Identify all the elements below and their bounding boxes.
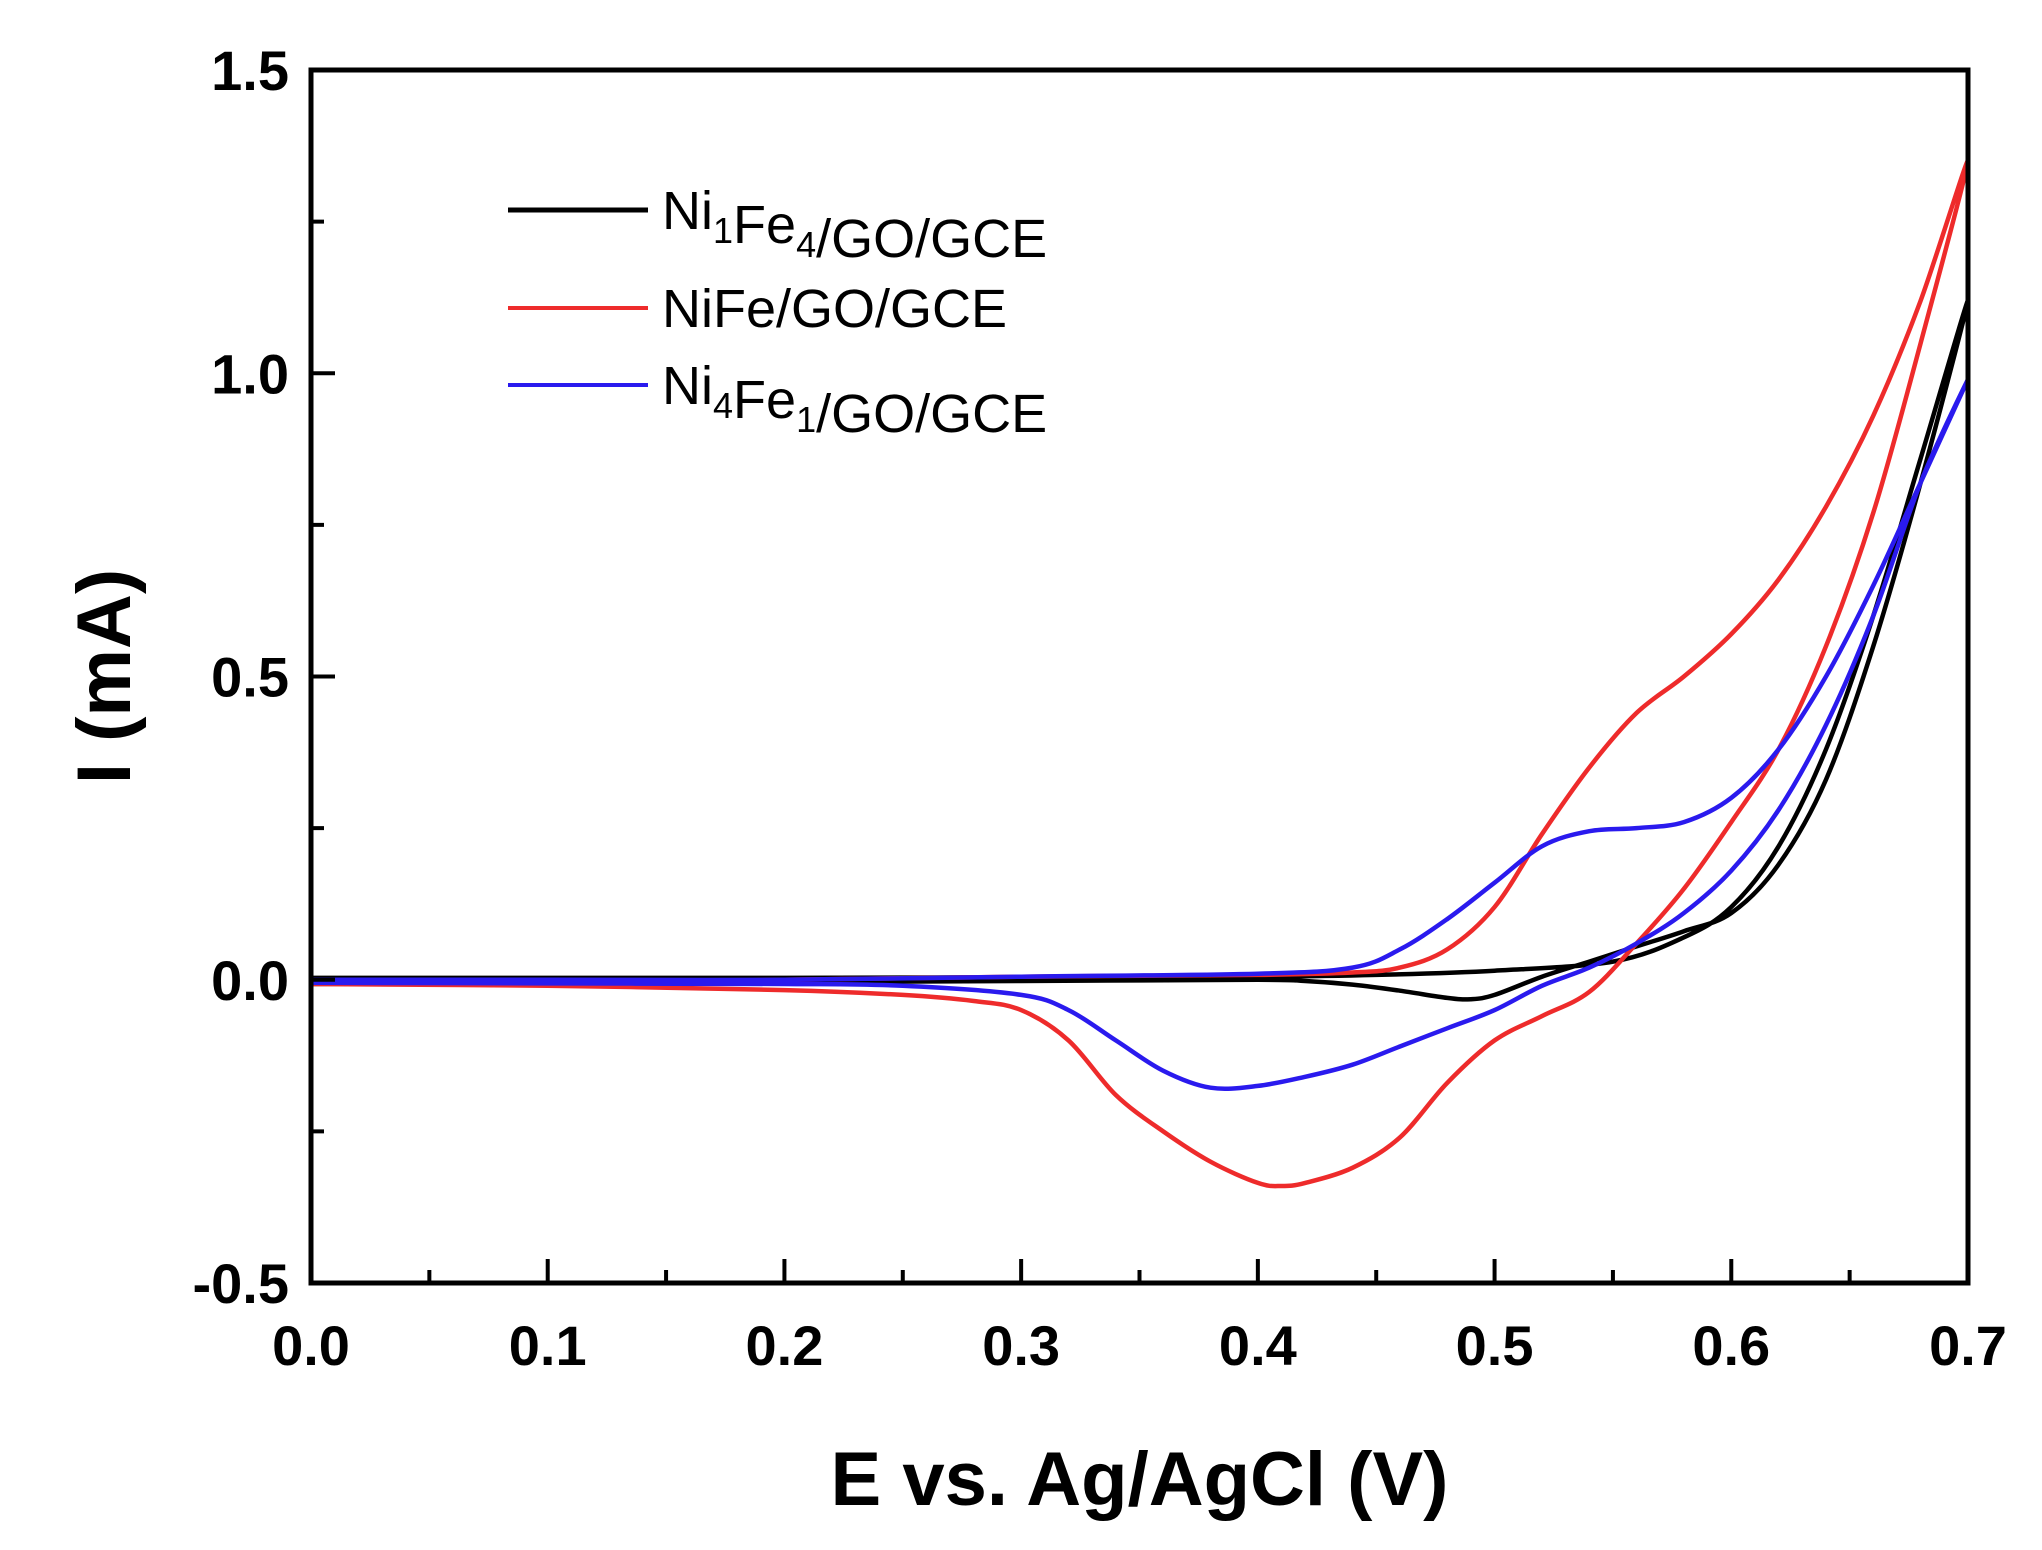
y-tick-label: 1.5 <box>211 39 289 102</box>
legend-label-ni1fe4: Ni1Fe4/GO/GCE <box>662 181 1047 269</box>
x-tick-label: 0.5 <box>1456 1314 1534 1377</box>
x-axis-ticks: 0.0 0.1 0.2 0.3 0.4 0.5 0.6 0.7 <box>272 1259 2007 1377</box>
x-tick-label: 0.0 <box>272 1314 350 1377</box>
x-tick-label: 0.2 <box>745 1314 823 1377</box>
series-line-nife <box>308 158 1971 1189</box>
x-tick-label: 0.4 <box>1219 1314 1297 1377</box>
y-axis-title: I (mA) <box>62 569 147 784</box>
x-tick-label: 0.3 <box>982 1314 1060 1377</box>
x-axis-title: E vs. Ag/AgCl (V) <box>831 1437 1449 1522</box>
legend: Ni1Fe4/GO/GCE NiFe/GO/GCE Ni4Fe1/GO/GCE <box>508 181 1047 444</box>
y-tick-label: 0.5 <box>211 646 289 709</box>
y-axis-ticks: -0.5 0.0 0.5 1.0 1.5 <box>193 39 335 1315</box>
series-layer <box>308 158 1971 1189</box>
series-line-ni1fe4 <box>308 298 1971 1002</box>
x-tick-label: 0.7 <box>1929 1314 2007 1377</box>
x-tick-label: 0.1 <box>509 1314 587 1377</box>
y-tick-label: -0.5 <box>193 1252 290 1315</box>
y-tick-label: 0.0 <box>211 949 289 1012</box>
series-line-ni4fe1 <box>308 377 1971 1091</box>
legend-label-nife: NiFe/GO/GCE <box>662 279 1007 339</box>
x-tick-label: 0.6 <box>1692 1314 1770 1377</box>
legend-label-ni4fe1: Ni4Fe1/GO/GCE <box>662 356 1047 444</box>
y-tick-label: 1.0 <box>211 342 289 405</box>
plot-frame <box>308 67 1971 1286</box>
